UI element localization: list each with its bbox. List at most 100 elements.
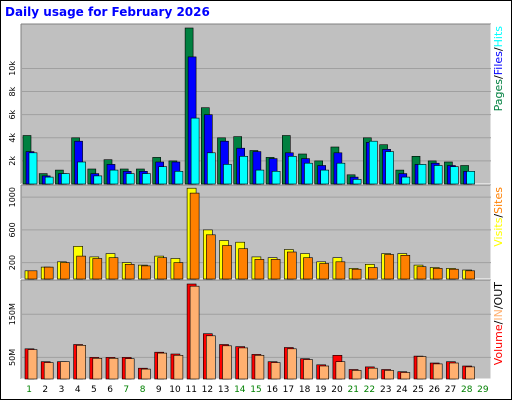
legend-entry: / bbox=[492, 47, 505, 51]
bar-pages-day-3 bbox=[61, 173, 70, 185]
bar-out-day-3 bbox=[60, 361, 70, 380]
x-day-label: 10 bbox=[169, 385, 181, 395]
bar-pages-day-21 bbox=[352, 179, 362, 185]
x-day-label: 25 bbox=[412, 385, 423, 395]
bar-sites-day-27 bbox=[449, 268, 459, 280]
y-tick-label: 8k bbox=[8, 86, 17, 96]
bar-sites-day-4 bbox=[76, 255, 86, 280]
x-day-label: 15 bbox=[250, 385, 261, 395]
y-tick-label: 50M bbox=[8, 349, 17, 366]
bar-out-day-19 bbox=[319, 365, 330, 380]
y-tick-label: 2k bbox=[8, 156, 17, 166]
bar-out-day-6 bbox=[108, 357, 119, 380]
bar-sites-day-25 bbox=[416, 266, 427, 280]
bar-pages-day-26 bbox=[433, 165, 443, 185]
x-day-label: 7 bbox=[123, 385, 129, 395]
bar-pages-day-12 bbox=[207, 152, 216, 185]
x-day-label: 26 bbox=[429, 385, 441, 395]
bar-out-day-22 bbox=[367, 367, 378, 380]
bar-pages-day-7 bbox=[125, 173, 135, 185]
bar-out-day-20 bbox=[335, 361, 346, 380]
bar-sites-day-28 bbox=[465, 270, 475, 280]
bar-sites-day-22 bbox=[367, 267, 378, 280]
bar-out-day-25 bbox=[416, 356, 427, 380]
x-day-label: 12 bbox=[202, 385, 213, 395]
x-day-label: 16 bbox=[266, 385, 278, 395]
chart-title: Daily usage for February 2026 bbox=[5, 5, 210, 19]
bar-out-day-8 bbox=[141, 368, 151, 380]
bar-pages-day-19 bbox=[320, 169, 330, 185]
x-day-label: 3 bbox=[59, 385, 65, 395]
x-day-label: 20 bbox=[331, 385, 343, 395]
bar-out-day-21 bbox=[351, 370, 362, 380]
bar-sites-day-20 bbox=[335, 261, 346, 280]
bar-out-day-16 bbox=[270, 362, 281, 380]
bar-out-day-12 bbox=[206, 335, 216, 380]
bar-pages-day-4 bbox=[77, 161, 86, 185]
bar-pages-day-11 bbox=[190, 117, 200, 185]
bar-out-day-11 bbox=[189, 285, 200, 380]
x-day-label: 14 bbox=[234, 385, 246, 395]
bar-out-day-23 bbox=[384, 370, 394, 380]
legend-entry: / bbox=[492, 214, 505, 218]
bar-out-day-4 bbox=[76, 344, 86, 380]
bar-out-day-1 bbox=[27, 349, 38, 380]
bar-sites-day-15 bbox=[254, 259, 265, 280]
x-day-label: 22 bbox=[364, 385, 375, 395]
x-day-label: 4 bbox=[75, 385, 81, 395]
y-tick-label: 200 bbox=[8, 255, 17, 270]
bar-out-day-7 bbox=[124, 358, 135, 380]
x-day-label: 9 bbox=[156, 385, 162, 395]
bar-sites-day-10 bbox=[173, 262, 184, 280]
bar-sites-day-16 bbox=[270, 259, 281, 280]
bar-out-day-24 bbox=[400, 372, 411, 380]
legend-entry: Pages bbox=[492, 79, 505, 112]
x-day-label: 27 bbox=[445, 385, 456, 395]
bar-pages-day-2 bbox=[44, 176, 54, 185]
bar-sites-day-13 bbox=[222, 245, 232, 280]
bar-pages-day-5 bbox=[93, 175, 103, 185]
panel-legend: Volume/IN/OUT bbox=[492, 282, 505, 366]
bar-sites-day-14 bbox=[238, 248, 248, 280]
bar-out-day-28 bbox=[465, 366, 475, 380]
bar-pages-day-25 bbox=[417, 164, 427, 185]
x-day-label: 13 bbox=[218, 385, 229, 395]
bar-pages-day-13 bbox=[223, 164, 232, 185]
bar-sites-day-11 bbox=[189, 192, 200, 280]
x-day-label: 18 bbox=[299, 385, 311, 395]
legend-entry: Files bbox=[492, 51, 505, 75]
bar-sites-day-7 bbox=[124, 263, 135, 280]
x-day-label: 2 bbox=[42, 385, 48, 395]
bar-sites-day-1 bbox=[27, 270, 38, 280]
bar-pages-day-20 bbox=[336, 162, 346, 185]
bar-pages-day-1 bbox=[28, 152, 38, 185]
bar-pages-day-18 bbox=[304, 162, 313, 185]
x-day-label: 6 bbox=[107, 385, 113, 395]
bar-sites-day-2 bbox=[43, 266, 54, 280]
bar-sites-day-6 bbox=[108, 257, 119, 280]
legend-entry: IN bbox=[492, 309, 505, 320]
legend-entry: / bbox=[492, 75, 505, 79]
x-day-label: 23 bbox=[380, 385, 391, 395]
bar-pages-day-14 bbox=[239, 156, 248, 185]
bar-pages-day-24 bbox=[401, 176, 411, 185]
bar-out-day-17 bbox=[286, 348, 297, 380]
bar-pages-day-8 bbox=[142, 173, 151, 185]
bar-out-day-10 bbox=[173, 354, 184, 380]
bar-pages-day-23 bbox=[385, 151, 394, 185]
bar-sites-day-18 bbox=[303, 257, 313, 280]
legend-entry: / bbox=[492, 320, 505, 324]
bar-sites-day-17 bbox=[286, 251, 297, 280]
bar-pages-day-9 bbox=[158, 166, 167, 185]
bar-sites-day-19 bbox=[319, 263, 330, 280]
bar-out-day-18 bbox=[303, 359, 313, 380]
panel-legend: Visits/Sites bbox=[492, 187, 505, 247]
x-day-label: 5 bbox=[91, 385, 97, 395]
bar-pages-day-10 bbox=[174, 171, 184, 185]
y-tick-label: 1000 bbox=[8, 187, 17, 207]
bar-sites-day-8 bbox=[141, 265, 151, 280]
y-tick-label: 4k bbox=[8, 133, 17, 143]
bar-pages-day-27 bbox=[450, 166, 459, 185]
legend-entry: Volume bbox=[492, 324, 505, 365]
bar-out-day-2 bbox=[43, 362, 54, 380]
